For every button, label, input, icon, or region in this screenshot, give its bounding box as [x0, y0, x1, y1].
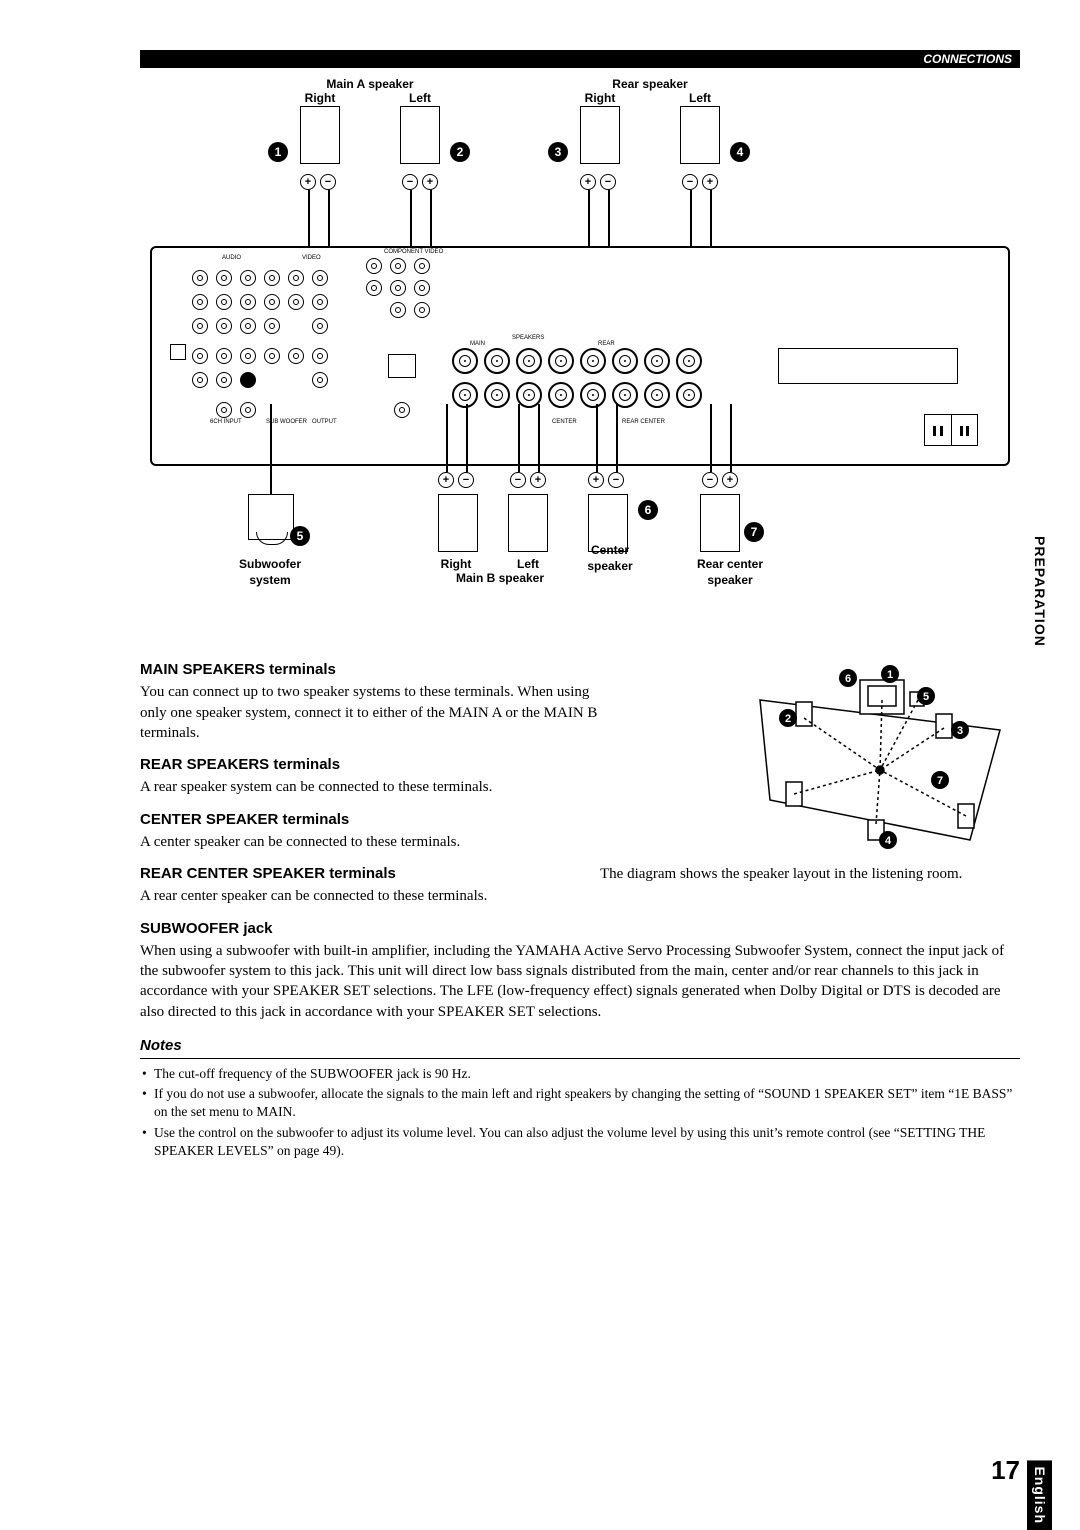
svg-text:2: 2 — [785, 713, 791, 725]
speaker-main-a-right — [300, 106, 340, 164]
label-rear-center: Rear center speaker — [680, 556, 780, 588]
side-tab-language: English — [1027, 1460, 1052, 1530]
header-section-label: CONNECTIONS — [915, 50, 1020, 68]
notes-list: The cut-off frequency of the SUBWOOFER j… — [140, 1065, 1020, 1160]
note-item: If you do not use a subwoofer, allocate … — [140, 1085, 1020, 1121]
speaker-main-b-left — [508, 494, 548, 552]
label-center: Center speaker — [570, 542, 650, 574]
polarity-icon: + — [300, 174, 316, 190]
header-bar: CONNECTIONS — [140, 50, 1020, 68]
subwoofer-box — [248, 494, 294, 540]
speaker-main-a-left — [400, 106, 440, 164]
header-bar-fill — [140, 50, 915, 68]
receiver-rear-panel: SPEAKERS MAIN REAR CENTER REAR CENTER AU… — [150, 246, 1010, 466]
side-tab-preparation: PREPARATION — [1027, 530, 1052, 653]
ac-outlets — [924, 414, 978, 446]
callout-6: 6 — [638, 500, 658, 520]
svg-text:4: 4 — [885, 835, 892, 847]
polarity-icon: − — [682, 174, 698, 190]
page-number: 17 — [991, 1453, 1020, 1488]
svg-text:6: 6 — [845, 673, 851, 685]
notes-header: Notes — [140, 1036, 1020, 1059]
note-item: Use the control on the subwoofer to adju… — [140, 1124, 1020, 1160]
content-area: 1 2 3 4 5 6 7 MAIN SPEAKERS terminals Yo… — [140, 660, 1020, 1160]
heading-rear-center-speaker: REAR CENTER SPEAKER terminals — [140, 864, 560, 884]
callout-2: 2 — [450, 142, 470, 162]
speaker-rear-center — [700, 494, 740, 552]
text-rear-center-speaker: A rear center speaker can be connected t… — [140, 886, 560, 906]
label-rear-right: Right — [570, 90, 630, 106]
label-main-b: Main B speaker — [440, 570, 560, 586]
note-item: The cut-off frequency of the SUBWOOFER j… — [140, 1065, 1020, 1083]
callout-7: 7 — [744, 522, 764, 542]
svg-text:7: 7 — [937, 775, 943, 787]
polarity-icon: + — [422, 174, 438, 190]
text-center-speaker: A center speaker can be connected to the… — [140, 832, 600, 852]
label-rear-left: Left — [670, 90, 730, 106]
callout-1: 1 — [268, 142, 288, 162]
room-layout-caption: The diagram shows the speaker layout in … — [600, 864, 1020, 884]
svg-text:1: 1 — [887, 669, 893, 681]
heading-subwoofer: SUBWOOFER jack — [140, 919, 1020, 939]
speaker-rear-left — [680, 106, 720, 164]
polarity-icon: − — [600, 174, 616, 190]
polarity-icon: − — [402, 174, 418, 190]
callout-5: 5 — [290, 526, 310, 546]
polarity-icon: − — [320, 174, 336, 190]
polarity-icon: + — [702, 174, 718, 190]
speaker-rear-right — [580, 106, 620, 164]
wiring-diagram: Main A speaker Right Left Rear speaker R… — [140, 76, 1020, 636]
label-subwoofer: Subwoofer system — [220, 556, 320, 588]
polarity-icon: + — [580, 174, 596, 190]
callout-4: 4 — [730, 142, 750, 162]
text-main-speakers: You can connect up to two speaker system… — [140, 682, 600, 743]
label-main-a-right: Right — [290, 90, 350, 106]
callout-3: 3 — [548, 142, 568, 162]
room-layout-diagram: 1 2 3 4 5 6 7 — [740, 660, 1020, 860]
label-main-a-left: Left — [390, 90, 450, 106]
svg-text:3: 3 — [957, 725, 963, 737]
text-subwoofer: When using a subwoofer with built-in amp… — [140, 941, 1020, 1022]
speaker-main-b-right — [438, 494, 478, 552]
text-rear-speakers: A rear speaker system can be connected t… — [140, 777, 600, 797]
svg-text:5: 5 — [923, 691, 929, 703]
